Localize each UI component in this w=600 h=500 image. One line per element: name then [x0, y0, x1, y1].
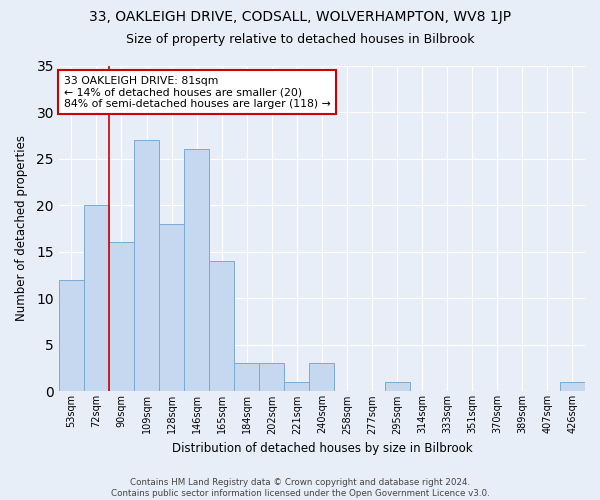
Bar — [59, 280, 84, 392]
Bar — [234, 364, 259, 392]
Bar — [109, 242, 134, 392]
Text: 33, OAKLEIGH DRIVE, CODSALL, WOLVERHAMPTON, WV8 1JP: 33, OAKLEIGH DRIVE, CODSALL, WOLVERHAMPT… — [89, 10, 511, 24]
Text: Size of property relative to detached houses in Bilbrook: Size of property relative to detached ho… — [126, 32, 474, 46]
Text: Contains HM Land Registry data © Crown copyright and database right 2024.
Contai: Contains HM Land Registry data © Crown c… — [110, 478, 490, 498]
Bar — [259, 364, 284, 392]
X-axis label: Distribution of detached houses by size in Bilbrook: Distribution of detached houses by size … — [172, 442, 472, 455]
Bar — [310, 364, 334, 392]
Bar — [184, 150, 209, 392]
Bar — [209, 261, 234, 392]
Bar — [560, 382, 585, 392]
Y-axis label: Number of detached properties: Number of detached properties — [15, 136, 28, 322]
Bar — [385, 382, 410, 392]
Bar — [159, 224, 184, 392]
Bar — [284, 382, 310, 392]
Bar — [134, 140, 159, 392]
Text: 33 OAKLEIGH DRIVE: 81sqm
← 14% of detached houses are smaller (20)
84% of semi-d: 33 OAKLEIGH DRIVE: 81sqm ← 14% of detach… — [64, 76, 331, 109]
Bar — [84, 205, 109, 392]
